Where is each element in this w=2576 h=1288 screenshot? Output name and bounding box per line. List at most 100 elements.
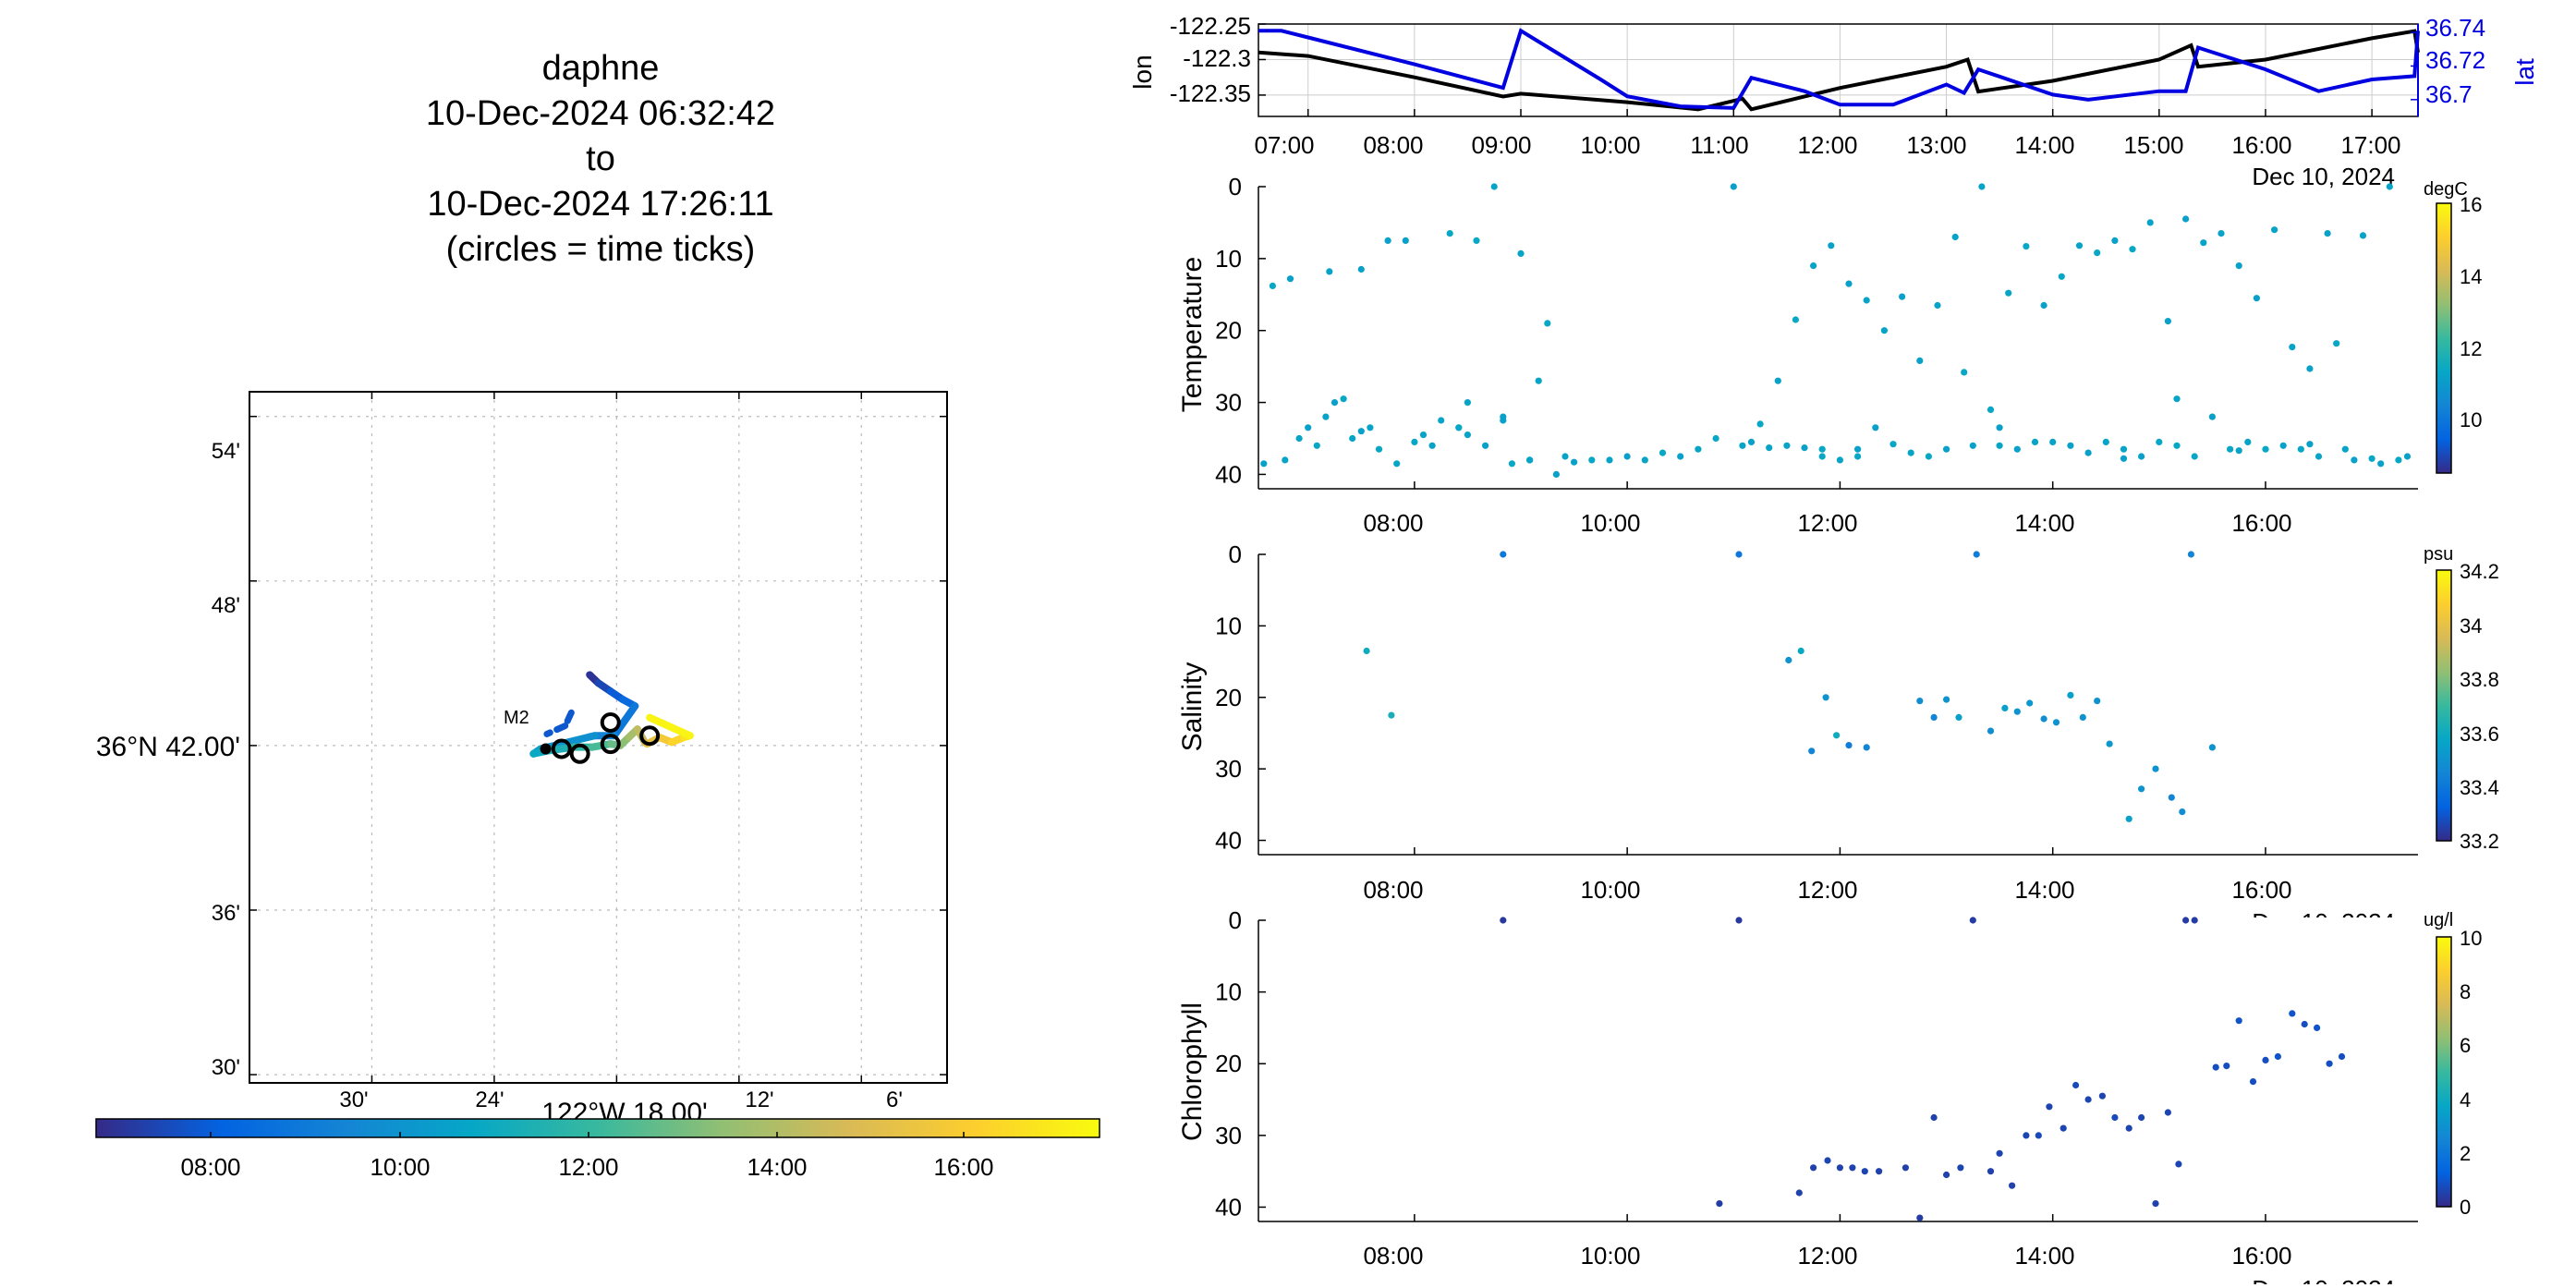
temperature-point xyxy=(1482,442,1489,449)
temperature-point xyxy=(1326,268,1333,275)
time-tick-circle xyxy=(600,734,621,755)
temperature-point xyxy=(2262,445,2269,453)
temp-cbar-tick-10: 10 xyxy=(2460,408,2482,431)
pos-xtick-0700: 07:00 xyxy=(1254,131,1314,159)
temperature-point xyxy=(2102,438,2109,445)
temperature-point xyxy=(2031,438,2039,445)
pos-xtick-1500: 15:00 xyxy=(2123,131,2183,159)
temperature-point xyxy=(2120,455,2128,462)
chlorophyll-point xyxy=(1735,917,1743,924)
chlorophyll-point xyxy=(2314,1024,2321,1031)
temperature-point xyxy=(2191,453,2198,460)
salinity-points xyxy=(1363,551,2216,822)
temperature-point xyxy=(2173,395,2181,403)
temperature-point xyxy=(1978,183,1986,190)
temperature-point xyxy=(1438,417,1445,424)
chlorophyll-point xyxy=(2098,1092,2106,1100)
temperature-point xyxy=(1792,316,1799,323)
temperature-point xyxy=(2351,456,2358,464)
time-colorbar: 08:00 10:00 12:00 14:00 16:00 xyxy=(95,1118,1100,1181)
chlorophyll-point xyxy=(2023,1132,2030,1139)
temperature-point xyxy=(1473,237,1480,244)
chl-xtick-1000: 10:00 xyxy=(1580,1242,1640,1270)
map-ytick-54: 54' xyxy=(212,439,240,464)
temperature-point xyxy=(1535,377,1542,384)
temp-xtick-0800: 08:00 xyxy=(1363,509,1423,537)
sal-cbar-tick-34: 34 xyxy=(2460,614,2482,638)
map-panel: 54' 48' 36°N 42.00' 36' 30' 30' 24' 122°… xyxy=(96,391,948,1128)
sal-xtick-0800: 08:00 xyxy=(1363,876,1423,904)
chlorophyll-point xyxy=(1795,1189,1803,1197)
chlorophyll-point xyxy=(2182,917,2190,924)
salinity-point xyxy=(2001,704,2009,712)
salinity-point xyxy=(2208,744,2216,751)
cbar-tick-1600: 16:00 xyxy=(933,1153,993,1181)
temperature-point xyxy=(1526,456,1534,464)
lat-ytick-2: 36.7 xyxy=(2425,80,2473,108)
track-spur xyxy=(543,723,569,737)
time-tick-circle xyxy=(551,738,572,759)
map-track xyxy=(529,671,694,764)
chl-cbar-tick-8: 8 xyxy=(2460,980,2471,1003)
chlorophyll-point xyxy=(2009,1182,2016,1189)
map-ticks xyxy=(249,392,947,1083)
temperature-point xyxy=(2403,453,2412,460)
salinity-point xyxy=(1930,713,1938,722)
chlorophyll-point xyxy=(1916,1214,1924,1221)
temperature-point xyxy=(1428,442,1436,449)
salinity-point xyxy=(1822,694,1829,701)
chl-cbar-tick-2: 2 xyxy=(2460,1142,2471,1165)
temperature-point xyxy=(1313,442,1320,449)
temperature-point xyxy=(1739,442,1746,449)
temperature-point xyxy=(1455,424,1463,431)
chlorophyll-point xyxy=(2326,1060,2333,1067)
start-time: 10-Dec-2024 06:32:42 xyxy=(425,94,776,133)
temperature-point xyxy=(2227,445,2234,453)
date-label-mask xyxy=(2199,542,2421,579)
time-tick-circle xyxy=(569,743,590,764)
temperature-point xyxy=(1810,262,1817,270)
temperature-point xyxy=(1766,444,1773,452)
salinity-point xyxy=(2040,715,2047,723)
temperature-point xyxy=(1641,456,1648,464)
chlorophyll-point xyxy=(1861,1168,1868,1175)
temperature-point xyxy=(2075,242,2084,249)
temperature-point xyxy=(1402,237,1409,244)
temperature-panel: 010203040Dec 10, 2024 Temperature 08:00 … xyxy=(1177,173,2482,579)
chlorophyll-panel: 010203040Dec 10, 2024 Chlorophyll 08:00 … xyxy=(1177,906,2482,1288)
map-ytick-36: 36' xyxy=(212,901,240,926)
chlorophyll-point xyxy=(1824,1157,1831,1164)
salinity-point xyxy=(1785,656,1792,664)
temperature-point xyxy=(2129,246,2136,253)
time-tick-note: (circles = time ticks) xyxy=(445,230,756,269)
temperature-point xyxy=(1659,449,1667,456)
temperature-point xyxy=(1774,377,1781,384)
sal-cbar-tick-334: 33.4 xyxy=(2460,776,2499,799)
chlorophyll-point xyxy=(2223,1063,2230,1070)
salinity-point xyxy=(1987,727,1995,735)
temp-cbar-tick-16: 16 xyxy=(2460,193,2482,216)
chlorophyll-point xyxy=(2084,1096,2092,1103)
y-tick-label: 40 xyxy=(1215,827,1242,855)
salinity-point xyxy=(2187,551,2194,558)
lat-axis-label: lat xyxy=(2510,58,2539,86)
pos-xtick-0800: 08:00 xyxy=(1363,131,1423,159)
temp-xtick-1600: 16:00 xyxy=(2231,509,2291,537)
pos-xtick-1400: 14:00 xyxy=(2014,131,2074,159)
chlorophyll-point xyxy=(2060,1124,2067,1132)
temperature-point xyxy=(1357,265,1365,273)
sal-xtick-1000: 10:00 xyxy=(1580,876,1640,904)
salinity-point xyxy=(2079,713,2086,722)
temperature-point xyxy=(2359,232,2367,239)
time-tick-circle xyxy=(639,725,661,747)
track-segment xyxy=(610,702,639,740)
position-ticks xyxy=(1258,23,2418,116)
chl-colorbar xyxy=(2436,936,2452,1208)
temperature-point xyxy=(1845,280,1853,287)
salinity-panel: 010203040Dec 10, 2024 Salinity 08:00 10:… xyxy=(1177,541,2499,954)
sal-colorbar xyxy=(2436,569,2452,842)
chl-colorbar-unit: ug/l xyxy=(2424,910,2453,930)
salinity-point xyxy=(1973,551,1980,558)
temperature-point xyxy=(1357,428,1365,435)
salinity-point xyxy=(1863,744,1870,751)
